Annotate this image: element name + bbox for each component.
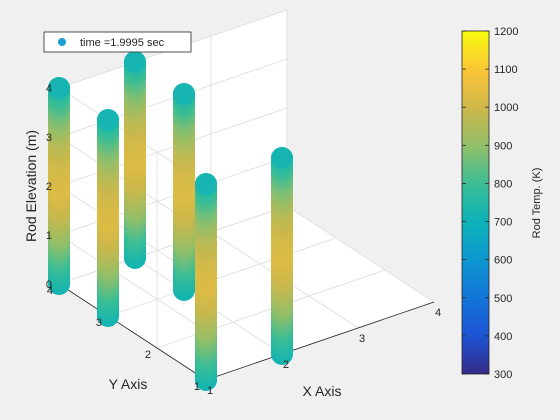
colorbar: 300 400 500 600 700 800 900 1000 1100 1200 Rod Te…: [461, 26, 543, 381]
z-tick-label: 0: [46, 279, 52, 291]
rod-top-marker: [48, 77, 70, 99]
colorbar-tick-label: 700: [494, 217, 512, 229]
y-tick-label: 4: [47, 285, 53, 297]
colorbar-tick-label: 1000: [494, 102, 518, 114]
colorbar-gradient: [461, 30, 490, 375]
z-tick-label: 2: [46, 181, 52, 193]
rod-top-marker: [173, 83, 195, 105]
rod-markers: [48, 51, 293, 391]
rod-top-marker: [97, 109, 119, 131]
rod: [173, 83, 195, 301]
rod-top-marker: [271, 147, 293, 169]
x-tick-label: 3: [359, 333, 365, 345]
legend-label: time =1.9995 sec: [80, 37, 165, 49]
colorbar-tick-label: 1200: [494, 26, 518, 38]
y-tick-label: 3: [96, 317, 102, 329]
colorbar-tick-label: 500: [494, 293, 512, 305]
rod-top-marker: [195, 173, 217, 195]
colorbar-tick-label: 1100: [494, 64, 518, 76]
z-tick-label: 1: [46, 230, 52, 242]
rod: [271, 147, 293, 365]
x-axis-line: [205, 301, 435, 381]
y-axis-label: Y Axis: [109, 376, 148, 392]
colorbar-tick-label: 400: [494, 331, 512, 343]
x-tick-label: 4: [435, 307, 441, 319]
rod: [48, 77, 70, 295]
y-axis-line: [58, 283, 207, 381]
legend-box: [43, 31, 192, 53]
legend-marker-icon: [58, 38, 66, 46]
rod: [195, 173, 217, 391]
y-tick-label: 2: [145, 349, 151, 361]
colorbar-tick-label: 900: [494, 140, 512, 152]
colorbar-ticks: 300 400 500 600 700 800 900 1000 1100 1200: [462, 26, 518, 381]
z-tick-label: 4: [46, 83, 52, 95]
x-tick-label: 1: [207, 385, 213, 397]
colorbar-tick-label: 800: [494, 178, 512, 190]
rod-top-marker: [124, 51, 146, 73]
y-tick-label: 1: [194, 381, 200, 393]
legend: time =1.9995 sec: [43, 31, 192, 53]
colorbar-tick-label: 300: [494, 369, 512, 381]
z-tick-label: 3: [46, 132, 52, 144]
colorbar-label: Rod Temp. (K): [531, 168, 543, 239]
rod: [97, 109, 119, 327]
z-axis-label: Rod Elevation (m): [23, 130, 39, 242]
colorbar-tick-label: 600: [494, 255, 512, 267]
x-axis-label: X Axis: [303, 383, 342, 399]
x-tick-label: 2: [283, 359, 289, 371]
rod: [124, 51, 146, 269]
